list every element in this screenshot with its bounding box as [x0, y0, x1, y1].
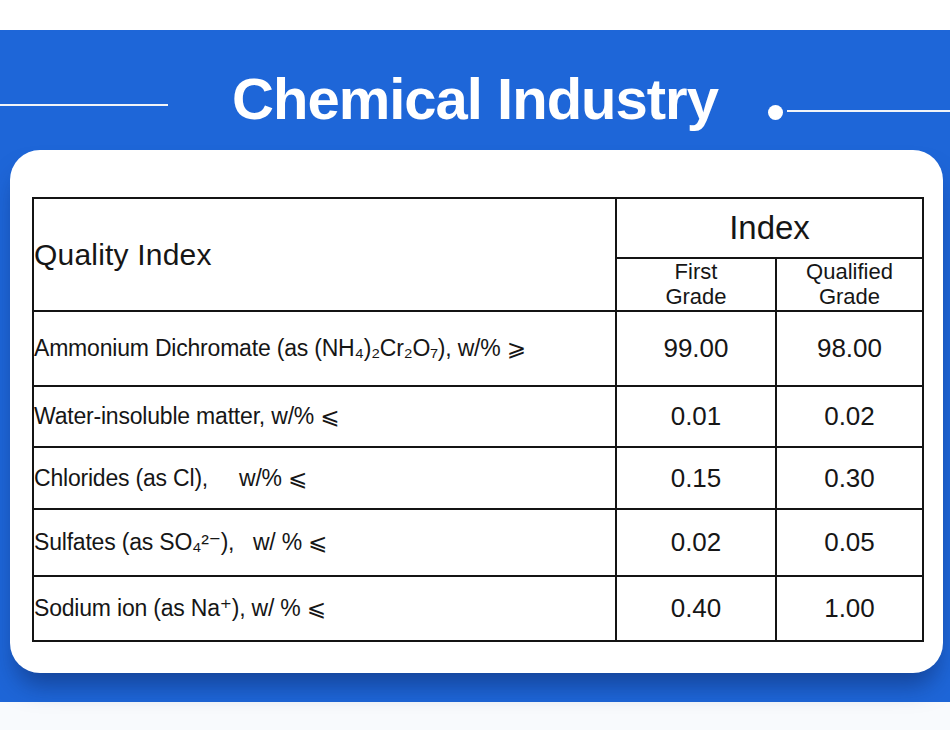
- header-row-top: Quality Index Index: [33, 198, 923, 258]
- table-row: Sodium ion (as Na⁺), w/ % ⩽ 0.40 1.00: [33, 576, 923, 641]
- qualified-grade-value: 0.30: [776, 447, 923, 509]
- first-grade-header: First Grade: [616, 258, 776, 311]
- qualified-grade-header: Qualified Grade: [776, 258, 923, 311]
- table-row: Chlorides (as Cl), w/% ⩽ 0.15 0.30: [33, 447, 923, 509]
- hero-section: Chemical Industry Quality Index Index Fi…: [0, 30, 950, 702]
- row-label: Water-insoluble matter, w/% ⩽: [33, 386, 616, 447]
- qualified-grade-value: 98.00: [776, 311, 923, 386]
- table-row: Ammonium Dichromate (as (NH₄)₂Cr₂O₇), w/…: [33, 311, 923, 386]
- qualified-grade-value: 0.05: [776, 509, 923, 576]
- top-margin: [0, 0, 950, 30]
- bottom-strip: [0, 702, 950, 730]
- index-header: Index: [616, 198, 923, 258]
- row-label: Chlorides (as Cl), w/% ⩽: [33, 447, 616, 509]
- qualified-grade-value: 0.02: [776, 386, 923, 447]
- first-grade-value: 0.01: [616, 386, 776, 447]
- first-grade-value: 0.02: [616, 509, 776, 576]
- row-label: Sodium ion (as Na⁺), w/ % ⩽: [33, 576, 616, 641]
- quality-index-header: Quality Index: [33, 198, 616, 311]
- row-label: Sulfates (as SO₄²⁻), w/ % ⩽: [33, 509, 616, 576]
- table-row: Sulfates (as SO₄²⁻), w/ % ⩽ 0.02 0.05: [33, 509, 923, 576]
- title-dot: [768, 105, 783, 120]
- qualified-grade-value: 1.00: [776, 576, 923, 641]
- spec-card: Quality Index Index First Grade Qualifie…: [10, 150, 943, 673]
- row-label: Ammonium Dichromate (as (NH₄)₂Cr₂O₇), w/…: [33, 311, 616, 386]
- spec-table: Quality Index Index First Grade Qualifie…: [32, 197, 924, 642]
- first-grade-value: 99.00: [616, 311, 776, 386]
- first-grade-value: 0.40: [616, 576, 776, 641]
- first-grade-value: 0.15: [616, 447, 776, 509]
- title-right-line: [787, 110, 950, 112]
- table-row: Water-insoluble matter, w/% ⩽ 0.01 0.02: [33, 386, 923, 447]
- page-title: Chemical Industry: [0, 68, 950, 130]
